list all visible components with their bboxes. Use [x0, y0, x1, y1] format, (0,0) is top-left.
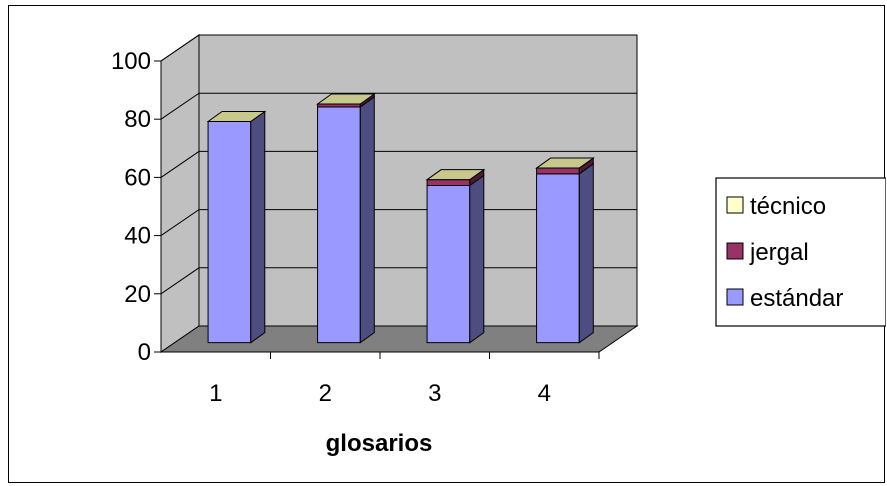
legend-label-estándar: estándar: [750, 285, 843, 312]
x-category-label: 1: [209, 380, 222, 407]
side-wall: [160, 34, 200, 353]
axes: [154, 60, 600, 359]
legend-label-jergal: jergal: [749, 239, 809, 266]
legend-items: técnico jergal estándar: [726, 193, 843, 312]
x-category-labels: 1 2 3 4: [209, 380, 551, 407]
legend-swatch-técnico: [726, 196, 744, 214]
legend-box: [715, 177, 886, 327]
y-tick-labels: 0 20 40 60 80 100: [111, 48, 151, 366]
bar-side-estándar: [578, 162, 594, 344]
legend-label-técnico: técnico: [750, 193, 826, 220]
bar-front-jergal: [426, 179, 471, 186]
bar-side-estándar: [469, 174, 485, 344]
bar-side-estándar: [250, 110, 266, 344]
bar-front-estándar: [207, 120, 252, 344]
bar-stack: [425, 168, 486, 344]
x-category-label: 3: [428, 380, 441, 407]
bar-stack: [316, 93, 376, 344]
gridlines: [160, 34, 637, 295]
y-tick-label: 0: [138, 339, 151, 366]
bar-front-estándar: [426, 185, 471, 344]
bar-stack: [206, 110, 267, 344]
gridline: [160, 209, 637, 237]
bar-front-jergal: [536, 167, 580, 175]
legend: técnico jergal estándar: [715, 177, 886, 327]
gridline: [160, 92, 637, 120]
bar-top: [535, 157, 595, 169]
bar-stack: [535, 157, 595, 344]
bar-chart: 0 20 40 60 80 100 1 2 3 4 glosarios técnico jerga…: [111, 34, 886, 457]
gridline: [160, 150, 637, 178]
x-category-label: 4: [538, 380, 551, 407]
bar-top: [316, 93, 376, 105]
bar-front-estándar: [317, 106, 361, 344]
bar-top: [206, 110, 267, 122]
legend-swatch-jergal: [726, 242, 744, 260]
y-tick-label: 20: [124, 281, 151, 308]
gridline: [160, 267, 637, 295]
y-tick-label: 100: [111, 48, 151, 75]
bars: [206, 93, 595, 344]
y-tick-label: 60: [124, 164, 151, 191]
y-tick-label: 80: [124, 106, 151, 133]
chart-frame: 0 20 40 60 80 100 1 2 3 4 glosarios técnico jerga…: [8, 5, 886, 483]
gridline: [160, 34, 637, 62]
y-tick-label: 40: [124, 223, 151, 250]
bar-top: [425, 169, 486, 181]
x-category-label: 2: [319, 380, 332, 407]
legend-swatch-estándar: [726, 288, 744, 306]
x-axis-title: glosarios: [326, 430, 433, 457]
bar-side-estándar: [359, 95, 375, 344]
bar-front-estándar: [536, 173, 580, 344]
